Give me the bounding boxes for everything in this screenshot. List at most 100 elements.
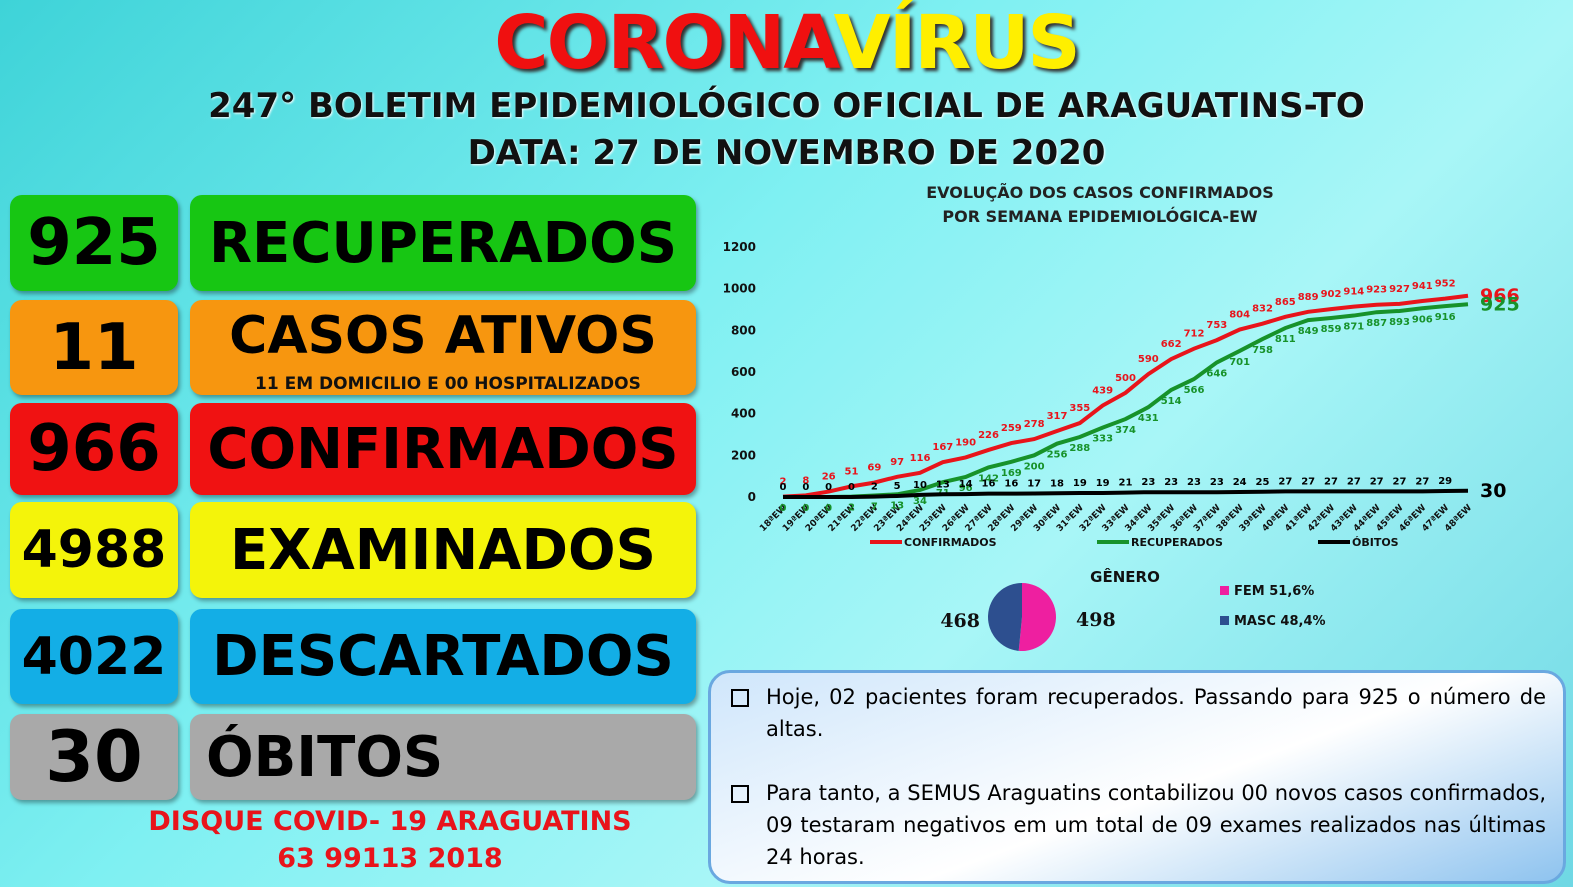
data-label: 906	[1412, 314, 1433, 325]
chart-title: EVOLUÇÃO DOS CASOS CONFIRMADOS	[926, 183, 1274, 202]
data-label: 925	[1480, 293, 1520, 315]
data-label: 23	[1141, 477, 1155, 488]
stat-value: 966	[10, 403, 178, 495]
stat-label: RECUPERADOS	[190, 195, 696, 291]
data-label: 27	[1324, 476, 1338, 487]
data-label: 5	[894, 481, 901, 492]
data-label: 889	[1298, 292, 1319, 303]
data-label: 2	[871, 482, 878, 493]
data-label: 8	[802, 475, 809, 486]
data-label: 916	[1435, 312, 1456, 323]
data-label: 2	[780, 477, 787, 488]
data-label: 566	[1184, 385, 1205, 396]
data-label: 169	[1001, 468, 1022, 479]
data-label: 29	[1438, 476, 1452, 487]
legend-swatch	[1220, 586, 1229, 595]
data-label: 893	[1389, 317, 1410, 328]
data-label: 34	[913, 496, 927, 507]
date: DATA: 27 DE NOVEMBRO DE 2020	[467, 133, 1106, 173]
stat-value: 30	[10, 714, 178, 800]
note: Para tanto, a SEMUS Araguatins contabili…	[766, 781, 1546, 869]
data-label: 701	[1229, 357, 1250, 368]
data-label: 23	[1210, 477, 1224, 488]
data-label: 10	[913, 480, 927, 491]
series-line	[783, 302, 1469, 499]
data-label: 30	[1480, 480, 1506, 502]
legend-label: ÓBITOS	[1352, 536, 1399, 549]
data-label: 23	[1164, 477, 1178, 488]
data-label: 941	[1412, 281, 1433, 292]
pie-value-label: 498	[1076, 609, 1116, 631]
subtitle: 247° BOLETIM EPIDEMIOLÓGICO OFICIAL DE A…	[208, 86, 1365, 126]
data-label: 167	[932, 442, 953, 453]
data-label: 849	[1298, 326, 1319, 337]
data-label: 317	[1047, 411, 1068, 422]
data-label: 355	[1069, 403, 1090, 414]
data-label: 0	[780, 503, 787, 514]
data-label: 69	[867, 463, 881, 474]
chart-subtitle: POR SEMANA EPIDEMIOLÓGICA-EW	[942, 207, 1258, 226]
data-label: 142	[978, 473, 999, 484]
pie-slice	[1018, 583, 1056, 651]
data-label: 0	[780, 482, 787, 493]
data-label: 259	[1001, 423, 1022, 434]
data-label: 27	[1301, 476, 1315, 487]
data-label: 288	[1069, 443, 1090, 454]
main-title: CORONAVÍRUS	[0, 0, 1573, 86]
data-label: 17	[1027, 478, 1041, 489]
data-label: 13	[890, 500, 904, 511]
legend-label: CONFIRMADOS	[904, 536, 997, 549]
stat-value: 4022	[10, 609, 178, 704]
data-label: 952	[1435, 279, 1456, 290]
data-label: 0	[802, 482, 809, 493]
data-label: 19	[1073, 478, 1087, 489]
data-label: 25	[1256, 477, 1270, 488]
data-label: 811	[1275, 334, 1296, 345]
y-tick-label: 800	[731, 323, 756, 337]
data-label: 19	[1096, 478, 1110, 489]
data-label: 439	[1092, 386, 1113, 397]
checkbox-icon	[731, 785, 749, 803]
data-label: 923	[1366, 285, 1387, 296]
data-label: 927	[1389, 284, 1410, 295]
data-label: 97	[890, 457, 904, 468]
data-label: 0	[802, 503, 809, 514]
data-label: 51	[845, 466, 859, 477]
data-label: 832	[1252, 304, 1273, 315]
checkbox-icon	[731, 689, 749, 707]
data-label: 16	[982, 479, 996, 490]
data-label: 16	[1004, 479, 1018, 490]
y-tick-label: 1000	[723, 282, 756, 296]
stat-value: 925	[10, 195, 178, 291]
data-label: 374	[1115, 425, 1136, 436]
series-line	[783, 488, 1469, 499]
data-label: 500	[1115, 373, 1136, 384]
data-label: 256	[1047, 450, 1068, 461]
data-label: 24	[1233, 477, 1247, 488]
data-label: 27	[1370, 476, 1384, 487]
data-label: 23	[1187, 477, 1201, 488]
data-label: 190	[955, 437, 976, 448]
legend-label: MASC 48,4%	[1234, 614, 1326, 629]
stat-note: 11 EM DOMICILIO E 00 HOSPITALIZADOS	[255, 374, 641, 394]
data-label: 0	[825, 503, 832, 514]
legend-swatch	[1220, 616, 1229, 625]
data-label: 21	[1119, 478, 1133, 489]
data-label: 646	[1206, 368, 1227, 379]
data-label: 96	[959, 483, 973, 494]
data-label: 887	[1366, 318, 1387, 329]
data-label: 590	[1138, 354, 1159, 365]
stat-label: DESCARTADOS	[190, 609, 696, 704]
title-red: CORONA	[494, 0, 835, 86]
data-label: 27	[1415, 476, 1429, 487]
pie-slice	[987, 583, 1022, 651]
data-label: 871	[1343, 322, 1364, 333]
data-label: 758	[1252, 345, 1273, 356]
data-label: 333	[1092, 434, 1113, 445]
stat-label: CASOS ATIVOS	[190, 300, 696, 395]
note: Hoje, 02 pacientes foram recuperados. Pa…	[766, 685, 1546, 741]
hotline-number: 63 99113 2018	[277, 843, 503, 874]
legend-label: FEM 51,6%	[1234, 584, 1314, 599]
pie-value-label: 468	[940, 610, 980, 632]
